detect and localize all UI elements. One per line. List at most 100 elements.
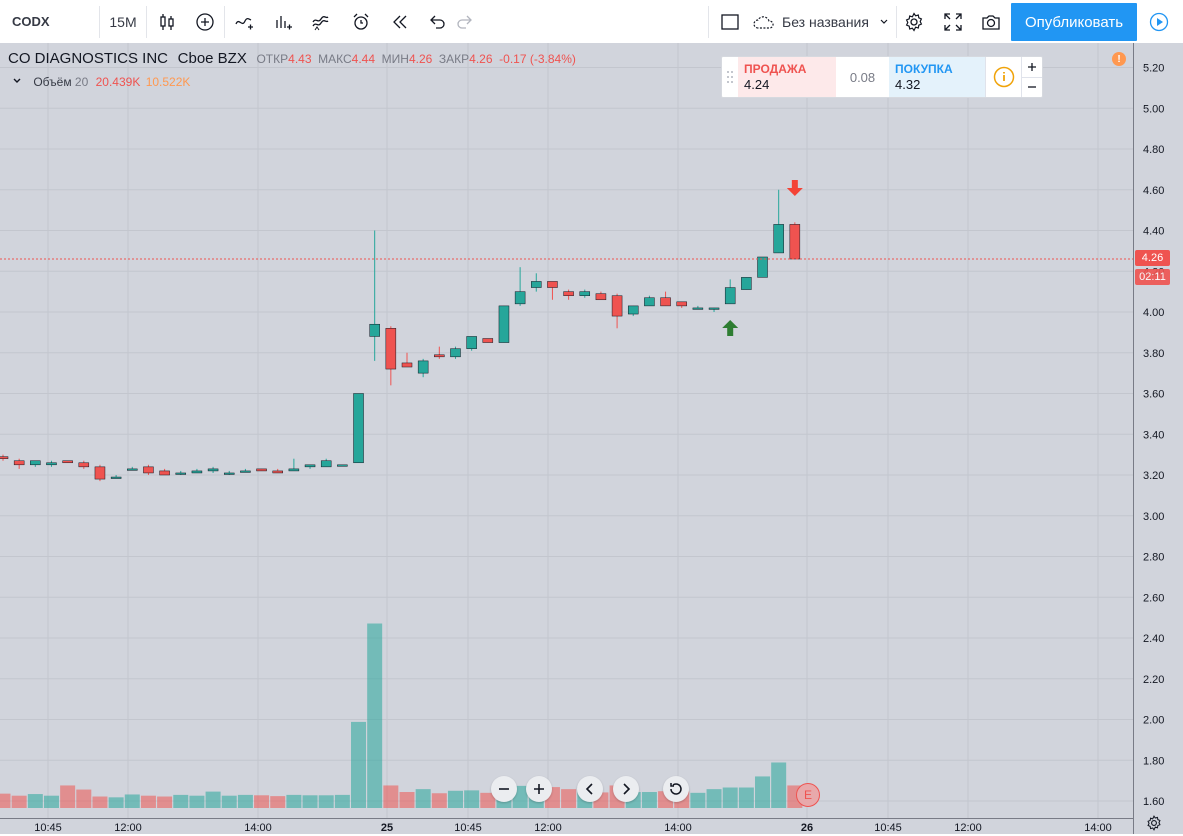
volume-bar bbox=[690, 792, 706, 808]
legend-close-label: ЗАКР bbox=[438, 52, 470, 66]
quantity-increase-button[interactable] bbox=[1021, 57, 1042, 78]
candle-body bbox=[320, 460, 332, 468]
redo-icon bbox=[457, 15, 472, 29]
sell-price: 4.24 bbox=[744, 77, 770, 92]
scroll-left-button[interactable] bbox=[577, 776, 603, 802]
volume-bar bbox=[367, 623, 383, 808]
candle-body bbox=[223, 472, 235, 475]
candle-body bbox=[46, 462, 57, 466]
replay-button[interactable] bbox=[382, 0, 418, 43]
legend-high-value: 4.44 bbox=[351, 52, 376, 66]
indicators-button[interactable] bbox=[226, 0, 262, 43]
symbol-search-button[interactable]: CODX bbox=[0, 0, 111, 43]
snapshot-button[interactable] bbox=[973, 0, 1009, 43]
layout-name-button[interactable]: Без названия bbox=[752, 0, 894, 43]
publish-button[interactable]: Опубликовать bbox=[1011, 3, 1137, 41]
zoom-in-button[interactable] bbox=[526, 776, 552, 802]
axis-settings-button[interactable] bbox=[1146, 815, 1164, 833]
toolbar-divider bbox=[146, 6, 147, 38]
time-axis-tick-label: 10:45 bbox=[34, 822, 62, 834]
legend-exchange: Cboe BZX bbox=[177, 50, 247, 67]
play-icon bbox=[1149, 12, 1169, 31]
sell-label: ПРОДАЖА bbox=[744, 62, 807, 76]
minus-icon bbox=[1028, 86, 1036, 88]
notification-icon[interactable]: ! bbox=[1112, 52, 1126, 66]
chevron-down-icon[interactable] bbox=[12, 76, 22, 86]
candle-body bbox=[611, 295, 623, 317]
chart-pane[interactable]: 5.205.004.804.604.404.204.003.803.603.40… bbox=[0, 43, 1183, 834]
candle-body bbox=[0, 456, 9, 459]
symbol-legend: CO DIAGNOSTICS INC Cboe BZX ОТКР4.43 МАК… bbox=[8, 50, 576, 67]
drag-handle-icon[interactable] bbox=[726, 69, 734, 85]
legend-low-label: МИН bbox=[381, 52, 409, 66]
buy-sell-panel: ПРОДАЖА 4.24 0.08 ПОКУПКА 4.32 bbox=[721, 56, 1043, 98]
candle-body bbox=[385, 328, 397, 370]
alert-button[interactable] bbox=[342, 0, 380, 43]
volume-bar bbox=[205, 791, 221, 808]
volume-bar bbox=[399, 792, 415, 808]
gear-icon bbox=[1147, 815, 1161, 831]
volume-bar bbox=[334, 794, 350, 808]
price-axis-tick-label: 4.60 bbox=[1143, 185, 1164, 197]
volume-bar bbox=[302, 795, 318, 808]
volume-legend[interactable]: Объём 20 20.439K 10.522K bbox=[12, 75, 190, 89]
candle-body bbox=[595, 293, 607, 301]
settings-button[interactable] bbox=[897, 0, 931, 43]
time-axis-tick-label: 26 bbox=[801, 822, 813, 834]
info-button[interactable] bbox=[985, 57, 1022, 97]
candle-body bbox=[207, 468, 219, 472]
indicators-icon bbox=[235, 17, 253, 29]
candle-body bbox=[563, 291, 574, 296]
candle-body bbox=[724, 287, 736, 305]
scroll-right-button[interactable] bbox=[613, 776, 639, 802]
price-chart[interactable]: 5.205.004.804.604.404.204.003.803.603.40… bbox=[0, 43, 1183, 834]
legend-open-value: 4.43 bbox=[288, 52, 312, 66]
volume-bar bbox=[237, 794, 253, 808]
price-axis bbox=[1133, 43, 1183, 834]
financials-button[interactable] bbox=[264, 0, 302, 43]
buy-button[interactable]: ПОКУПКА 4.32 bbox=[889, 57, 985, 97]
redo-button[interactable] bbox=[448, 0, 482, 43]
toolbar-divider bbox=[224, 6, 225, 38]
templates-button[interactable] bbox=[302, 0, 340, 43]
volume-bar bbox=[318, 795, 334, 808]
fullscreen-button[interactable] bbox=[935, 0, 971, 43]
chart-type-button[interactable] bbox=[148, 0, 186, 43]
interval-button[interactable]: 15M bbox=[101, 0, 145, 43]
time-axis-tick-label: 10:45 bbox=[874, 822, 902, 834]
sell-button[interactable]: ПРОДАЖА 4.24 bbox=[738, 57, 836, 97]
price-axis-tick-label: 1.60 bbox=[1143, 796, 1164, 808]
volume-bar bbox=[383, 785, 399, 808]
buy-label: ПОКУПКА bbox=[895, 62, 953, 76]
price-axis-tick-label: 1.80 bbox=[1143, 755, 1164, 767]
play-button[interactable] bbox=[1141, 0, 1177, 43]
candle-body bbox=[94, 466, 106, 480]
zoom-out-button[interactable] bbox=[491, 776, 517, 802]
earnings-badge[interactable]: E bbox=[796, 783, 820, 807]
time-axis-tick-label: 12:00 bbox=[534, 822, 562, 834]
alarm-icon bbox=[353, 13, 369, 30]
legend-change: -0.17 (-3.84%) bbox=[499, 52, 576, 66]
volume-bar bbox=[561, 789, 577, 808]
candle-body bbox=[466, 336, 477, 349]
volume-bar bbox=[464, 790, 480, 808]
info-icon bbox=[993, 66, 1015, 88]
bar-countdown-tag: 02:11 bbox=[1135, 269, 1170, 285]
legend-high-label: МАКС bbox=[318, 52, 352, 66]
fullscreen-select-button[interactable] bbox=[712, 0, 748, 43]
toolbar-divider bbox=[896, 6, 897, 38]
undo-icon bbox=[430, 15, 445, 29]
quantity-decrease-button[interactable] bbox=[1021, 77, 1042, 97]
candle-body bbox=[498, 305, 510, 343]
compare-button[interactable] bbox=[186, 0, 224, 43]
rewind-icon bbox=[393, 15, 407, 28]
volume-bar bbox=[641, 792, 657, 808]
reset-chart-button[interactable] bbox=[663, 776, 689, 802]
volume-bar bbox=[11, 795, 27, 808]
candle-body bbox=[110, 476, 122, 479]
undo-button[interactable] bbox=[420, 0, 454, 43]
candle-body bbox=[660, 297, 671, 307]
volume-bar bbox=[447, 790, 463, 808]
volume-bar bbox=[706, 789, 722, 808]
volume-value: 20.439K bbox=[95, 75, 141, 89]
